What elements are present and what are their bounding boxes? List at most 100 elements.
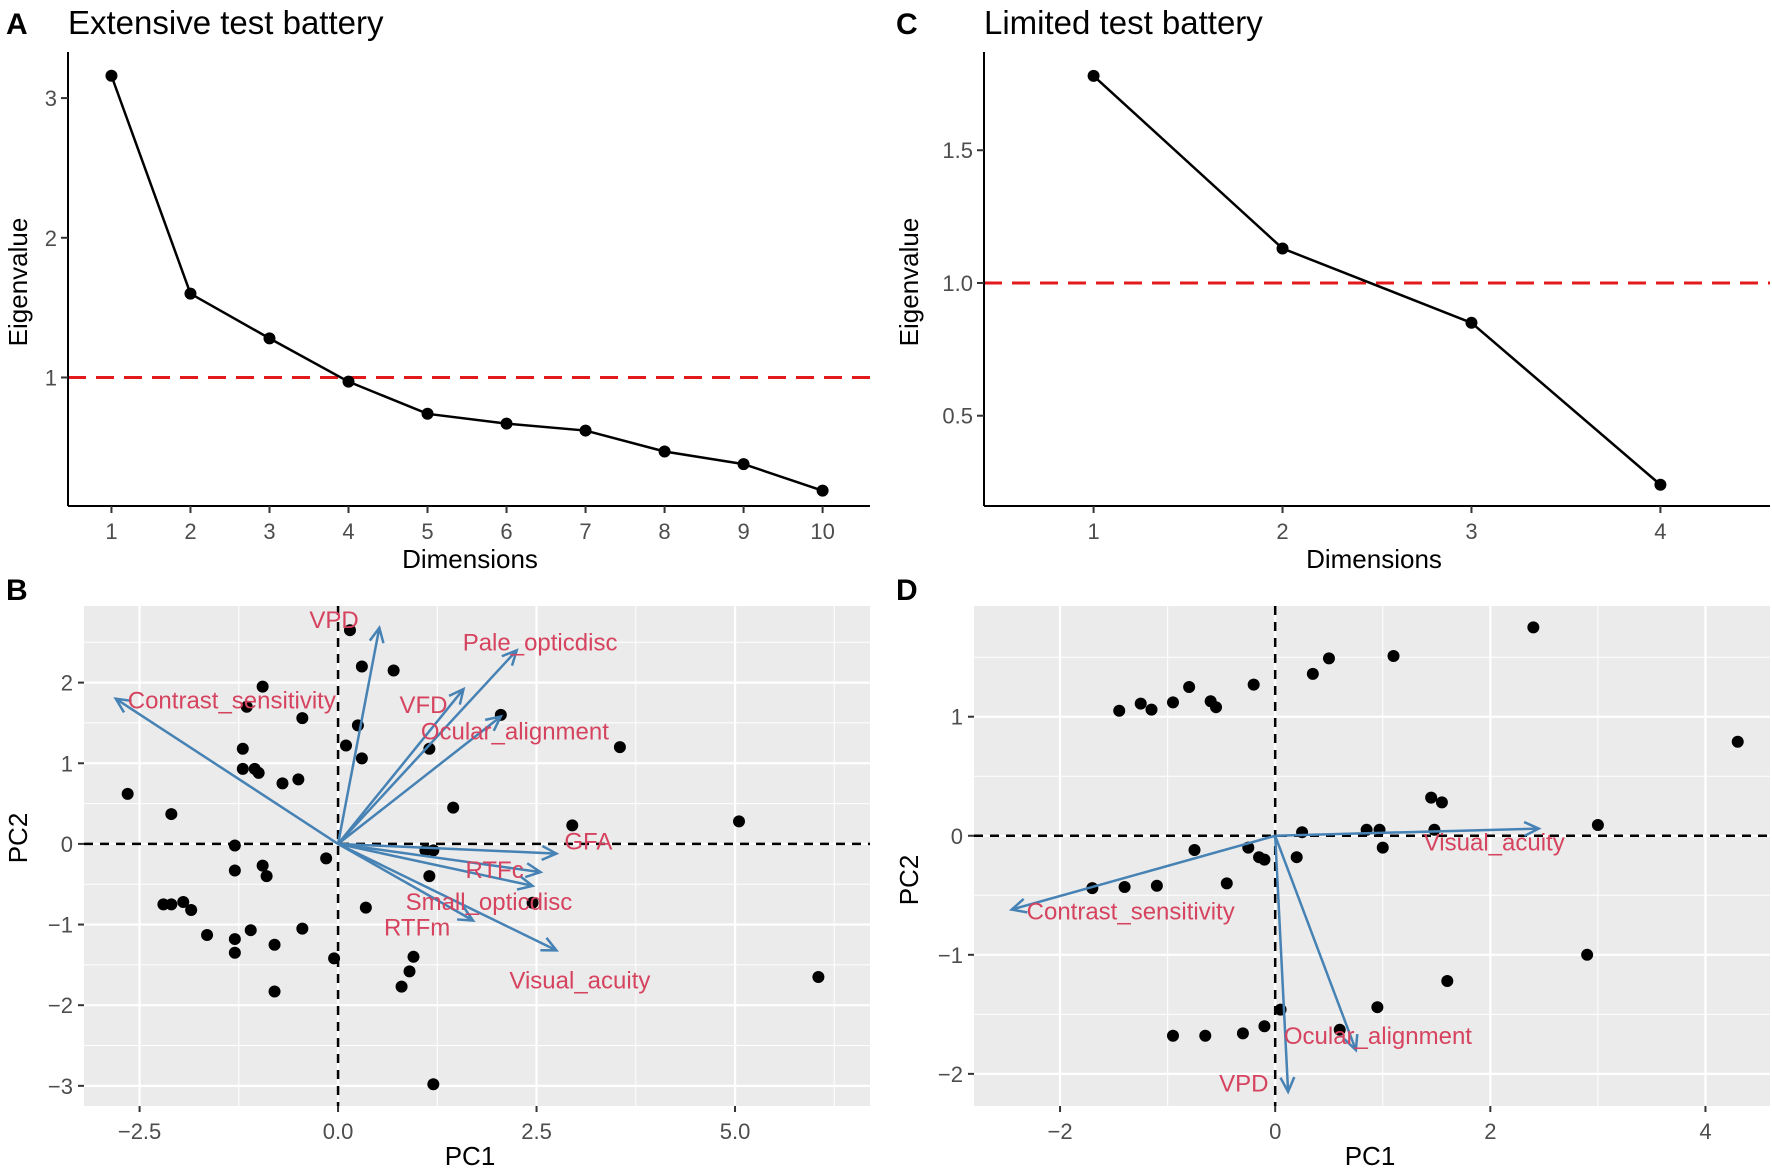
panel-c-y-tick-label: 0.5 xyxy=(942,404,973,429)
panel-d-point-11 xyxy=(1113,704,1126,717)
panel-b-letter: B xyxy=(6,574,28,607)
panel-c-title: Limited test battery xyxy=(984,4,1263,41)
panel-d-point-20 xyxy=(1322,652,1335,665)
panel-a-title: Extensive test battery xyxy=(68,4,384,41)
panel-a-x-tick-label: 7 xyxy=(579,519,591,544)
panel-d-point-34 xyxy=(1333,1023,1346,1036)
panel-d-arrow-ocular-alignment xyxy=(1274,835,1358,1051)
panel-c-point-3 xyxy=(1465,316,1478,329)
panel-a-y-tick-label: 2 xyxy=(45,226,57,251)
panel-b-arrow-rtfm xyxy=(337,842,474,922)
panel-b-label-small-opticdisc: Small_opticdisc xyxy=(406,889,573,916)
panel-a-x-tick-label: 9 xyxy=(737,519,749,544)
panel-b-point-10 xyxy=(228,933,241,946)
panel-d-arrowhead-vpd xyxy=(1279,1076,1296,1095)
panel-b-x-tick-label: 2.5 xyxy=(521,1119,552,1144)
panel-b-x-axis-title: PC1 xyxy=(445,1141,496,1171)
panel-c-point-1 xyxy=(1087,69,1100,82)
panel-d-point-17 xyxy=(1210,701,1223,714)
panel-c-point-2 xyxy=(1276,242,1289,255)
panel-d: D −2 0 2 4 −2 −1 0 1 Visual_acuity Contrast_sensi… xyxy=(894,574,1770,1171)
panel-b-point-19 xyxy=(256,859,269,872)
panel-d-y-tick-label: 1 xyxy=(951,705,963,730)
panel-b-x-tick-label: −2.5 xyxy=(118,1119,161,1144)
panel-d-point-25 xyxy=(1425,791,1438,804)
panel-d-point-31 xyxy=(1731,735,1744,748)
panel-b-plot: −2.5 0.0 2.5 5.0 −3 −2 −1 0 1 2 VPD Pale_opticdisc V… xyxy=(48,606,870,1144)
panel-a-point-5 xyxy=(421,407,434,420)
panel-d-y-axis-title: PC2 xyxy=(894,855,924,906)
panel-c-y-tick-label: 1.0 xyxy=(942,271,973,296)
panel-b-point-22 xyxy=(268,985,281,998)
panel-b-point-43 xyxy=(427,1078,440,1091)
panel-d-point-37 xyxy=(1236,1027,1249,1040)
panel-b-point-17 xyxy=(252,766,265,779)
panel-b-point-50 xyxy=(812,970,825,983)
panel-b-label-gfa: GFA xyxy=(564,829,612,856)
panel-b-point-38 xyxy=(407,950,420,963)
panel-b-point-14 xyxy=(240,700,253,713)
panel-d-point-36 xyxy=(1199,1029,1212,1042)
panel-b-y-axis-title: PC2 xyxy=(3,813,33,864)
panel-b-label-rtfc: RTFc xyxy=(466,857,524,884)
panel-b-point-37 xyxy=(403,965,416,978)
panel-b-arrow-small-opticdisc xyxy=(337,842,533,888)
panel-b-point-21 xyxy=(268,938,281,951)
panel-d-point-13 xyxy=(1145,703,1158,716)
panel-b-arrow-contrast-sensitivity xyxy=(115,697,339,845)
panel-d-arrowhead-contrast-sensitivity xyxy=(1008,898,1028,914)
panel-b-point-27 xyxy=(320,852,333,865)
panel-a-plot: 1 2 3 1 2 3 4 5 6 7 8 9 10 xyxy=(45,52,870,544)
panel-b-point-11 xyxy=(228,946,241,959)
panel-a-point-1 xyxy=(105,69,118,82)
panel-a-point-9 xyxy=(737,458,750,471)
panel-c-y-axis-title: Eigenvalue xyxy=(894,218,924,347)
panel-c-point-4 xyxy=(1654,478,1667,491)
panel-a-point-6 xyxy=(500,417,513,430)
panel-d-y-tick-label: −2 xyxy=(938,1062,963,1087)
panel-a-y-tick-label: 1 xyxy=(45,365,57,390)
panel-b-point-28 xyxy=(328,952,341,965)
panel-c-plot: 0.5 1.0 1.5 1 2 3 4 xyxy=(942,52,1770,544)
panel-b-arrowhead-gfa xyxy=(541,844,560,862)
panel-b-y-tick-label: 0 xyxy=(61,832,73,857)
panel-a-x-tick-label: 1 xyxy=(105,519,117,544)
panel-a-x-tick-label: 2 xyxy=(184,519,196,544)
panel-b-point-46 xyxy=(526,896,539,909)
panel-b-point-40 xyxy=(423,742,436,755)
panel-c-letter: C xyxy=(896,8,918,41)
panel-b-y-tick-label: −1 xyxy=(48,913,73,938)
panel-b-arrowhead-vfd xyxy=(448,686,466,705)
panel-d-point-26 xyxy=(1428,823,1441,836)
panel-b-label-contrast-sensitivity: Contrast_sensitivity xyxy=(128,688,336,715)
panel-d-plot: −2 0 2 4 −2 −1 0 1 Visual_acuity Contrast_sensiti… xyxy=(938,606,1770,1144)
panel-d-x-tick-label: 0 xyxy=(1269,1119,1281,1144)
panel-b-arrowhead-ocular-alignment xyxy=(484,714,504,732)
panel-c-x-tick-label: 2 xyxy=(1276,519,1288,544)
panel-b-point-32 xyxy=(355,752,368,765)
panel-b-point-7 xyxy=(201,929,214,942)
panel-b-point-13 xyxy=(236,762,249,775)
panel-b-point-35 xyxy=(387,664,400,677)
panel-b-point-26 xyxy=(296,922,309,935)
panel-d-point-32 xyxy=(1441,975,1454,987)
panel-b-point-36 xyxy=(395,980,408,993)
panel-c-x-tick-label: 1 xyxy=(1087,519,1099,544)
panel-b-point-12 xyxy=(236,742,249,755)
panel-b-arrow-vpd xyxy=(336,627,381,845)
panel-b-point-2 xyxy=(165,808,178,821)
panel-b-point-8 xyxy=(228,839,241,852)
panel-c-x-tick-label: 4 xyxy=(1654,519,1666,544)
panel-b-label-rtfm: RTFm xyxy=(384,915,450,942)
panel-d-x-axis-title: PC1 xyxy=(1345,1141,1396,1171)
panel-d-point-10 xyxy=(1290,851,1303,864)
panel-a-x-tick-label: 8 xyxy=(658,519,670,544)
panel-d-point-14 xyxy=(1167,696,1179,709)
panel-b-point-5 xyxy=(177,895,190,908)
panel-a-point-2 xyxy=(184,287,197,300)
panel-b-point-48 xyxy=(613,741,626,754)
panel-b-arrow-gfa xyxy=(338,842,557,855)
panel-a-x-tick-label: 4 xyxy=(342,519,354,544)
panel-b-x-tick-label: 0.0 xyxy=(323,1119,354,1144)
